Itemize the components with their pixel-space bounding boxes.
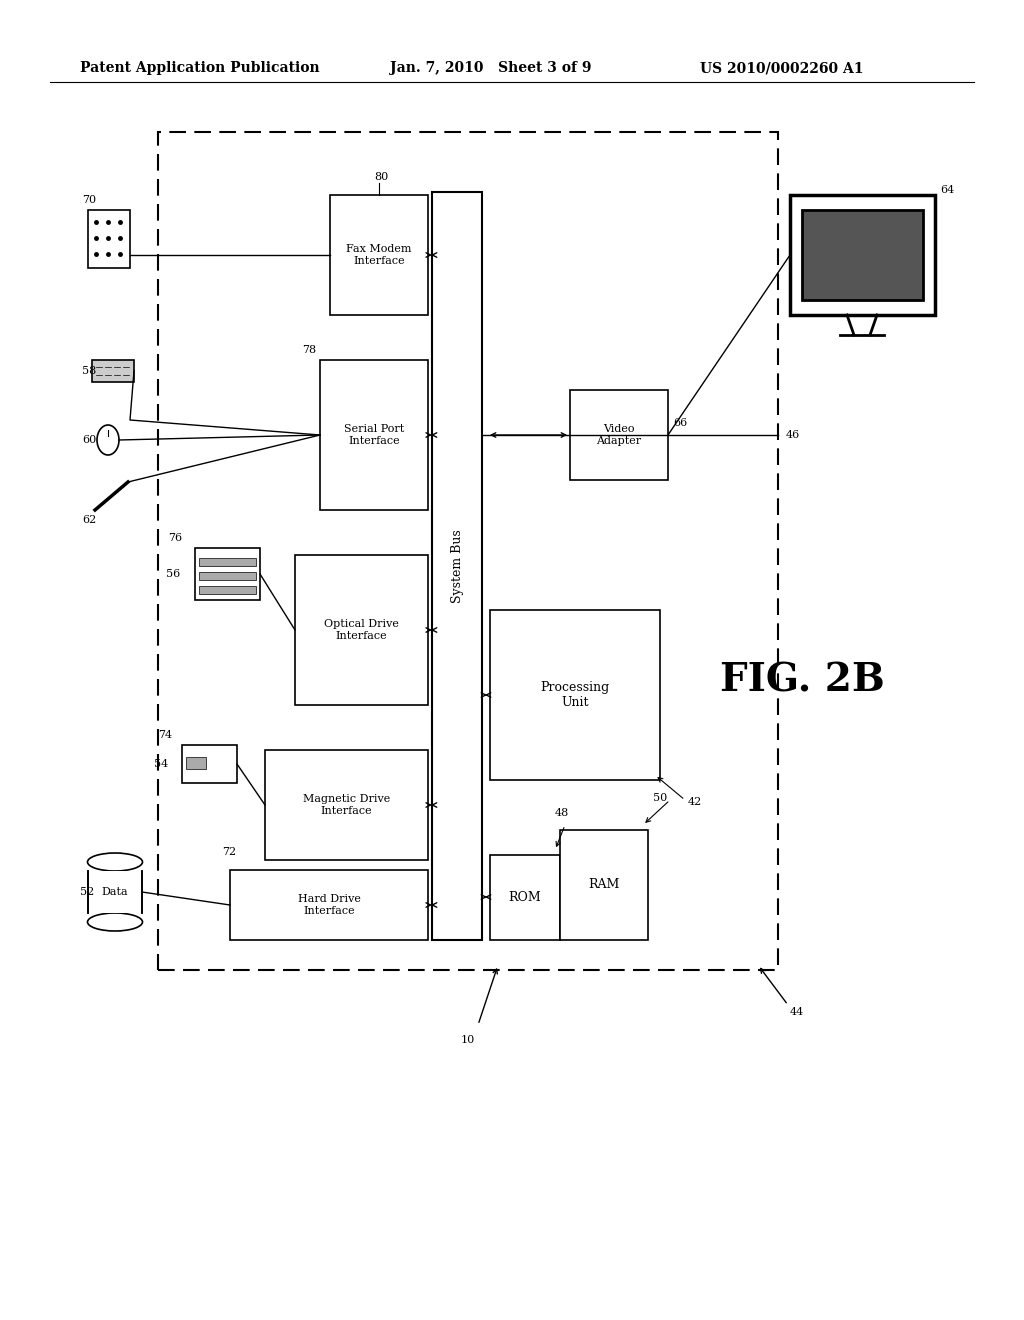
Bar <box>490 855 560 940</box>
Text: 66: 66 <box>673 418 687 428</box>
Text: Magnetic Drive
Interface: Magnetic Drive Interface <box>303 795 390 816</box>
Text: System Bus: System Bus <box>451 529 464 603</box>
Text: 54: 54 <box>154 759 168 770</box>
Bar <box>295 554 428 705</box>
Bar <box>319 360 428 510</box>
Text: 78: 78 <box>302 345 316 355</box>
Bar <box>199 586 256 594</box>
Text: Data: Data <box>101 887 128 898</box>
Text: 70: 70 <box>82 195 96 205</box>
Bar <box>330 195 428 315</box>
Text: 72: 72 <box>222 847 237 857</box>
Bar <box>230 870 428 940</box>
Text: 46: 46 <box>786 430 800 440</box>
Bar <box>265 750 428 861</box>
Text: Serial Port
Interface: Serial Port Interface <box>344 424 404 446</box>
Bar <box>802 210 923 300</box>
Bar <box>560 830 648 940</box>
Bar <box>88 871 143 913</box>
Bar <box>88 210 130 268</box>
Bar <box>490 610 660 780</box>
Text: Fax Modem
Interface: Fax Modem Interface <box>346 244 412 265</box>
Bar <box>570 389 668 480</box>
Text: 56: 56 <box>166 569 180 579</box>
Bar <box>432 191 482 940</box>
Text: 60: 60 <box>82 436 96 445</box>
Text: Processing
Unit: Processing Unit <box>541 681 609 709</box>
Ellipse shape <box>97 425 119 455</box>
Text: ROM: ROM <box>509 891 542 904</box>
Bar <box>182 744 237 783</box>
Bar <box>790 195 935 315</box>
Text: 80: 80 <box>374 172 388 182</box>
Text: 64: 64 <box>940 185 954 195</box>
Text: 74: 74 <box>158 730 172 741</box>
Text: Patent Application Publication: Patent Application Publication <box>80 61 319 75</box>
Ellipse shape <box>87 853 142 871</box>
Bar <box>199 558 256 566</box>
Text: 42: 42 <box>688 797 702 807</box>
Ellipse shape <box>87 913 142 931</box>
Text: RAM: RAM <box>589 879 620 891</box>
Text: 58: 58 <box>82 366 96 376</box>
Text: Hard Drive
Interface: Hard Drive Interface <box>298 894 360 916</box>
Text: 62: 62 <box>82 515 96 525</box>
Text: Jan. 7, 2010   Sheet 3 of 9: Jan. 7, 2010 Sheet 3 of 9 <box>390 61 592 75</box>
Text: Video
Adapter: Video Adapter <box>596 424 642 446</box>
Text: 48: 48 <box>555 808 569 818</box>
Text: US 2010/0002260 A1: US 2010/0002260 A1 <box>700 61 863 75</box>
Text: 50: 50 <box>653 793 668 803</box>
Bar <box>158 132 778 970</box>
Text: 52: 52 <box>80 887 94 898</box>
Bar <box>186 756 206 770</box>
Bar <box>199 572 256 579</box>
Text: Optical Drive
Interface: Optical Drive Interface <box>324 619 399 640</box>
Text: 76: 76 <box>168 533 182 543</box>
Bar <box>195 548 260 601</box>
Text: 10: 10 <box>461 1035 475 1045</box>
Bar <box>92 360 134 381</box>
Text: 44: 44 <box>790 1007 804 1016</box>
Text: FIG. 2B: FIG. 2B <box>720 661 885 700</box>
